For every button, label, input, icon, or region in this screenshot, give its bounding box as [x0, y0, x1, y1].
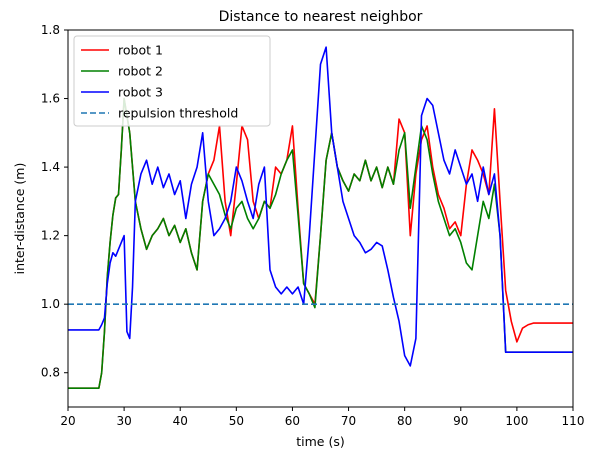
chart-title: Distance to nearest neighbor	[219, 9, 423, 25]
legend-label: robot 2	[118, 64, 163, 79]
plot-area-frame	[67, 29, 574, 408]
x-tick-label: 50	[229, 414, 244, 428]
x-tick-label: 20	[60, 414, 75, 428]
x-tick-label: 30	[116, 414, 131, 428]
x-tick-label: 60	[285, 414, 300, 428]
legend-label: robot 1	[118, 43, 163, 58]
y-axis-ticks: 0.8 1.0 1.2 1.4 1.6 1.8	[41, 23, 68, 380]
legend-box	[73, 35, 271, 127]
x-tick-label: 40	[173, 414, 188, 428]
y-tick-label: 1.6	[41, 92, 60, 106]
y-tick-label: 1.0	[41, 297, 60, 311]
y-tick-label: 1.2	[41, 229, 60, 243]
x-tick-label: 110	[562, 414, 585, 428]
x-tick-label: 80	[397, 414, 412, 428]
x-tick-label: 100	[505, 414, 528, 428]
series-line-robot-2	[68, 97, 573, 389]
x-axis-ticks: 20 30 40 50 60 70 80 90 100 110	[60, 407, 584, 428]
y-tick-label: 1.8	[41, 23, 60, 37]
x-axis-label: time (s)	[296, 434, 344, 449]
y-tick-label: 1.4	[41, 160, 60, 174]
y-axis-label: inter-distance (m)	[12, 163, 27, 275]
legend: robot 1 robot 2 robot 3 repulsion threshold	[73, 35, 271, 127]
legend-label: repulsion threshold	[118, 106, 238, 121]
legend-label: robot 3	[118, 85, 163, 100]
x-tick-label: 90	[453, 414, 468, 428]
x-tick-label: 70	[341, 414, 356, 428]
y-tick-label: 0.8	[41, 366, 60, 380]
